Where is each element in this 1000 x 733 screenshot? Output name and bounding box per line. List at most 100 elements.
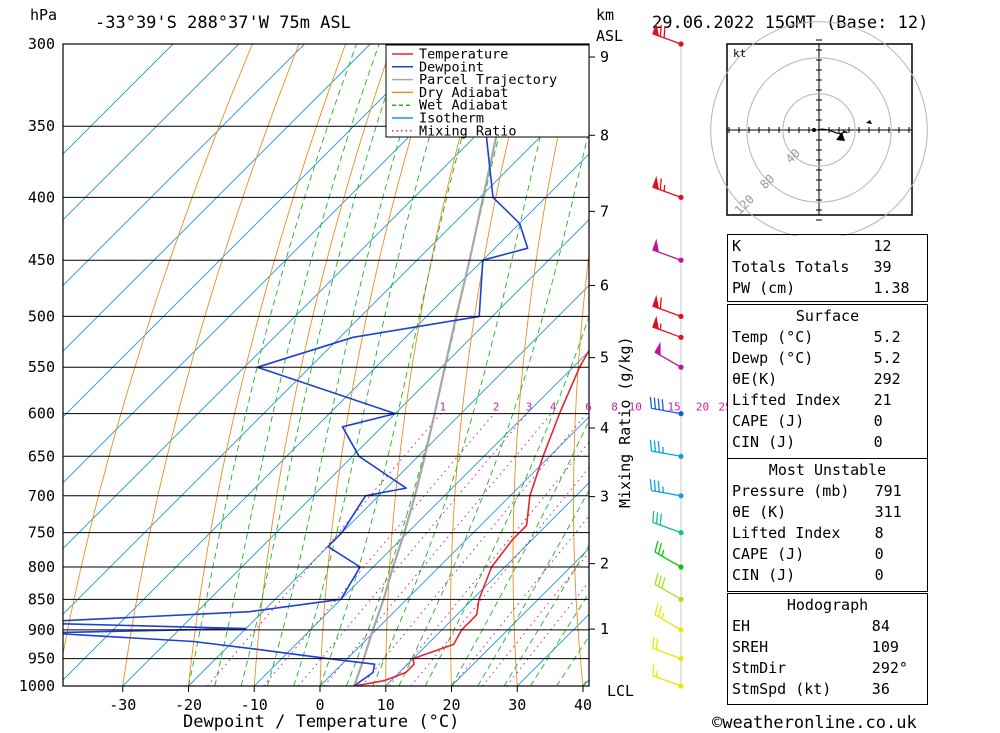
hodograph-start-marker <box>812 128 816 132</box>
table-row: Lifted Index 8 <box>732 524 884 542</box>
most-unstable-table: Most Unstable Pressure (mb) 791 θE (K) 311… <box>728 460 927 586</box>
temperature-profile <box>354 348 589 686</box>
mixing-ratio-lines <box>207 413 589 686</box>
mixing-ratio-tick-label: 6 <box>585 401 592 414</box>
legend-label: Wet Adiabat <box>419 98 508 114</box>
surface-table: Surface Temp (°C) 5.2 Dewp (°C) 5.2 θE(K) 2… <box>728 306 927 453</box>
pressure-unit-label: hPa <box>30 6 57 24</box>
wind-level-dot <box>678 334 684 340</box>
wind-barb <box>654 603 684 633</box>
wet-adiabat-line <box>530 592 589 686</box>
height-ref-label: ASL <box>596 27 623 45</box>
wind-barb <box>654 540 684 570</box>
table-row: K 12 <box>732 237 892 255</box>
dry-adiabat-line <box>319 44 440 686</box>
wind-barb <box>649 439 684 459</box>
pressure-tick-label: 400 <box>28 188 55 206</box>
table-row: Pressure (mb) 791 <box>732 482 902 500</box>
wind-level-dot <box>678 257 684 263</box>
dry-adiabat-line <box>950 44 1000 686</box>
wind-barbs <box>649 22 684 689</box>
isotherm-line <box>385 482 589 686</box>
isotherm-line <box>319 416 589 686</box>
dewpoint-profile <box>63 54 589 686</box>
km-tick-label: 1 <box>600 620 609 638</box>
temp-tick-label: 30 <box>508 696 526 714</box>
wind-level-dot <box>678 453 684 459</box>
isotherm-line <box>63 44 174 155</box>
legend-label: Temperature <box>419 47 508 63</box>
mixing-ratio-tick-label: 4 <box>550 401 557 414</box>
dry-adiabat-line <box>385 44 486 686</box>
pressure-tick-label: 350 <box>28 117 55 135</box>
wind-barb <box>652 664 684 689</box>
table-row: Lifted Index 21 <box>732 391 892 409</box>
km-tick-label: 2 <box>600 555 609 573</box>
dry-adiabat-line <box>63 44 253 656</box>
table-row: θE (K) 311 <box>732 503 902 521</box>
table-row: CAPE (J) 0 <box>732 545 884 563</box>
dry-adiabat-line <box>689 44 719 686</box>
pressure-tick-label: 800 <box>28 558 55 576</box>
wind-barb <box>652 22 684 47</box>
most-unstable-box: Most Unstable Pressure (mb) 791 θE (K) 311… <box>727 458 928 592</box>
dry-adiabat-line <box>450 44 533 686</box>
mixing-ratio-tick-label: 10 <box>629 401 642 414</box>
mixing-ratio-tick-label: 3 <box>526 401 533 414</box>
pressure-tick-label: 950 <box>28 650 55 668</box>
dry-adiabat-line <box>632 44 672 686</box>
mixing-ratio-tick-label: 1 <box>439 401 446 414</box>
table-row: Dewp (°C) 5.2 <box>732 349 901 367</box>
wind-barb <box>652 175 684 201</box>
isotherm-line <box>63 44 437 418</box>
table-row: Totals Totals 39 <box>732 258 892 276</box>
wet-adiabat-line <box>214 44 380 686</box>
wet-adiabat-line <box>240 44 404 686</box>
general-indices-table: K 12 Totals Totals 39 PW (cm) 1.38 <box>728 236 927 299</box>
mixing-ratio-line <box>263 413 495 686</box>
isotherm-line <box>451 547 589 686</box>
pressure-tick-label: 650 <box>28 447 55 465</box>
wind-barb <box>654 341 684 370</box>
wind-level-dot <box>678 683 684 689</box>
table-row: SREH 109 <box>732 638 899 656</box>
wind-level-dot <box>678 493 684 499</box>
dry-adiabat-line <box>122 44 300 686</box>
wind-barb <box>652 510 684 536</box>
table-row: CIN (J) 0 <box>732 566 884 584</box>
pressure-tick-label: 900 <box>28 621 55 639</box>
wind-barb <box>652 238 684 263</box>
temp-tick-label: 20 <box>442 696 460 714</box>
km-tick-label: 6 <box>600 276 609 294</box>
temp-tick-label: 40 <box>574 696 592 714</box>
datetime-title: 29.06.2022 15GMT (Base: 12) <box>652 13 928 33</box>
lcl-label: LCL <box>607 682 634 700</box>
isotherm-line <box>122 219 589 686</box>
temp-tick-label: 10 <box>377 696 395 714</box>
table-row: Temp (°C) 5.2 <box>732 328 901 346</box>
pressure-tick-label: 750 <box>28 524 55 542</box>
wind-barb <box>652 294 684 319</box>
height-unit-label: km <box>596 6 614 24</box>
most-unstable-title: Most Unstable <box>768 461 887 479</box>
legend-label: Mixing Ratio <box>419 123 517 139</box>
mixing-ratio-tick-label: 2 <box>493 401 500 414</box>
pressure-tick-label: 300 <box>28 35 55 53</box>
mixing-ratio-line <box>506 580 589 686</box>
wind-level-dot <box>678 529 684 536</box>
legend-label: Isotherm <box>419 111 484 127</box>
km-tick-label: 3 <box>600 488 609 506</box>
km-tick-label: 9 <box>600 48 609 66</box>
hodograph-ring <box>782 93 856 167</box>
mixing-ratio-tick-label: 20 <box>696 401 709 414</box>
general-indices-box: K 12 Totals Totals 39 PW (cm) 1.38 <box>727 234 928 302</box>
table-row: CIN (J) 0 <box>732 433 883 451</box>
temp-tick-label: 0 <box>315 696 324 714</box>
storm-motion-marker <box>836 132 845 141</box>
table-row: EH 84 <box>732 617 890 635</box>
hodograph-params-table: Hodograph EH 84 SREH 109 StmDir 292° StmSpd… <box>728 595 927 700</box>
wind-barb <box>649 396 684 417</box>
isotherm-line <box>63 44 503 484</box>
